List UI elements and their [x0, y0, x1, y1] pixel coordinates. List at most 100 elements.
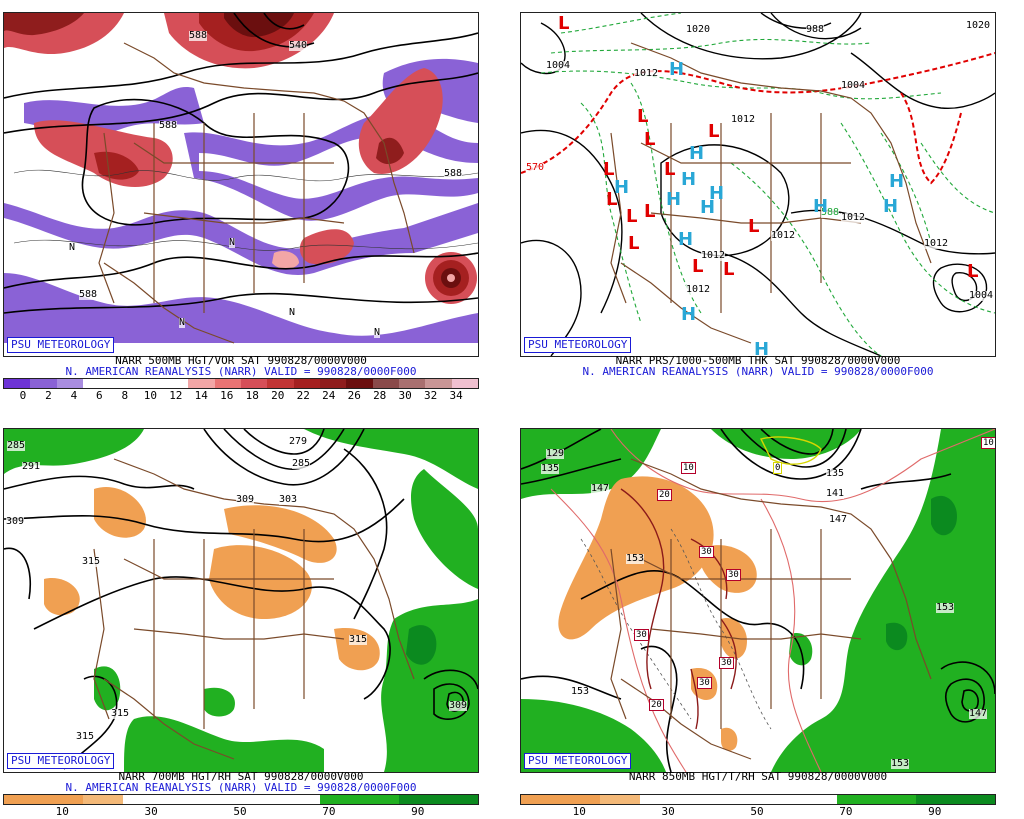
scale-tick-label: 70 — [839, 805, 853, 818]
contour-label: 309 — [236, 494, 255, 505]
high-pressure-marker: H — [889, 171, 905, 192]
low-pressure-marker: L — [723, 259, 735, 280]
high-pressure-marker: H — [666, 189, 682, 210]
panel-subtitle: N. AMERICAN REANALYSIS (NARR) VALID = 99… — [582, 365, 934, 378]
temp-label: 10 — [981, 437, 995, 449]
contour-label: 588 — [444, 168, 463, 179]
panel-subtitle: N. AMERICAN REANALYSIS (NARR) VALID = 99… — [65, 365, 417, 378]
low-pressure-marker: L — [637, 106, 649, 127]
temp-label: 30 — [719, 657, 734, 669]
temp-label: 20 — [657, 489, 672, 501]
psu-badge: PSU METEOROLOGY — [7, 753, 115, 769]
scale-tick-label: 22 — [296, 389, 310, 402]
high-pressure-marker: H — [754, 339, 770, 357]
isobar-label: 1012 — [924, 238, 949, 249]
scale-tick-label: 18 — [245, 389, 259, 402]
scale-tick-label: 10 — [572, 805, 586, 818]
contour-label: 153 — [891, 758, 910, 769]
temp-label: 30 — [697, 677, 712, 689]
thickness-label: 570 — [526, 162, 545, 173]
isobar-label: 1004 — [969, 290, 994, 301]
panel-700mb: 285 291 309 315 315 315 315 309 279 285 … — [3, 428, 503, 818]
contour-label: 147 — [591, 483, 610, 494]
high-pressure-marker: H — [883, 196, 899, 217]
scale-tick-label: 30 — [144, 805, 158, 818]
high-pressure-marker: H — [681, 304, 697, 325]
temp-label: 0 — [773, 462, 783, 474]
low-pressure-marker: L — [628, 233, 640, 254]
panel-mslp: 1020 1020 1004 1012 1012 1012 1012 1012 … — [520, 12, 1020, 402]
panel-850mb: 129 135 147 153 153 153 147 147 141 135 … — [520, 428, 1020, 818]
scale-tick-label: 26 — [347, 389, 361, 402]
contour-label: 147 — [829, 514, 848, 525]
low-pressure-marker: L — [626, 206, 638, 227]
vort-n-label: N — [179, 317, 186, 328]
panel-title: NARR PRS/1000-500MB THK SAT 990828/0000V… — [615, 354, 901, 367]
isobar-label: 1012 — [771, 230, 796, 241]
high-pressure-marker: H — [689, 143, 705, 164]
contour-label: 315 — [82, 556, 101, 567]
isobar-label: 1012 — [686, 284, 711, 295]
contour-label: 147 — [969, 708, 988, 719]
high-pressure-marker: H — [709, 183, 725, 204]
contour-label: 588 — [159, 120, 178, 131]
low-pressure-marker: L — [558, 13, 570, 34]
panel-title: NARR 700MB HGT/RH SAT 990828/0000V000 — [118, 770, 364, 783]
contour-label: 285 — [7, 440, 26, 451]
low-pressure-marker: L — [606, 189, 618, 210]
contour-label: 153 — [626, 553, 645, 564]
scale-tick-label: 90 — [411, 805, 425, 818]
isobar-label: 1004 — [841, 80, 866, 91]
map-500mb-graphic — [4, 13, 478, 344]
scale-tick-label: 14 — [194, 389, 208, 402]
high-pressure-marker: H — [669, 59, 685, 80]
contour-label: 285 — [292, 458, 311, 469]
vort-n-label: N — [229, 237, 236, 248]
contour-label: 153 — [571, 686, 590, 697]
temp-label: 10 — [681, 462, 696, 474]
low-pressure-marker: L — [644, 129, 656, 150]
rh-color-scale — [3, 794, 479, 805]
contour-label: 135 — [826, 468, 845, 479]
contour-label: 315 — [349, 634, 368, 645]
contour-label: 153 — [936, 602, 955, 613]
rh-color-scale — [520, 794, 996, 805]
scale-tick-label: 8 — [121, 389, 129, 402]
contour-label: 315 — [76, 731, 95, 742]
scale-tick-label: 34 — [449, 389, 463, 402]
psu-badge: PSU METEOROLOGY — [7, 337, 115, 353]
contour-label: 588 — [79, 289, 98, 300]
contour-label: 135 — [541, 463, 560, 474]
scale-tick-label: 50 — [233, 805, 247, 818]
map-850mb: 129 135 147 153 153 153 147 147 141 135 … — [520, 428, 996, 773]
vort-scale-ticks: 0 2 4 6 8 10 12 14 16 18 20 22 24 26 28 30 32 34 — [3, 389, 477, 402]
scale-tick-label: 90 — [928, 805, 942, 818]
low-pressure-marker: L — [664, 159, 676, 180]
scale-tick-label: 30 — [661, 805, 675, 818]
contour-label: 588 — [189, 30, 208, 41]
scale-tick-label: 20 — [271, 389, 285, 402]
scale-tick-label: 32 — [424, 389, 438, 402]
scale-tick-label: 10 — [143, 389, 157, 402]
map-700mb-graphic — [4, 429, 478, 772]
vort-color-scale — [3, 378, 479, 389]
panel-title: NARR 850MB HGT/T/RH SAT 990828/0000V000 — [628, 770, 888, 783]
map-700mb: 285 291 309 315 315 315 315 309 279 285 … — [3, 428, 479, 773]
psu-badge: PSU METEOROLOGY — [524, 753, 632, 769]
scale-tick-label: 2 — [45, 389, 52, 402]
low-pressure-marker: L — [603, 159, 615, 180]
map-mslp: 1020 1020 1004 1012 1012 1012 1012 1012 … — [520, 12, 996, 357]
rh-scale-ticks: 10 30 50 70 90 — [520, 805, 994, 818]
high-pressure-marker: H — [813, 196, 829, 217]
contour-label: 303 — [279, 494, 298, 505]
contour-label: 291 — [22, 461, 41, 472]
psu-badge: PSU METEOROLOGY — [524, 337, 632, 353]
thickness-label: 588 — [821, 207, 840, 218]
high-pressure-marker: H — [614, 177, 630, 198]
scale-tick-label: 16 — [220, 389, 234, 402]
scale-tick-label: 50 — [750, 805, 764, 818]
high-pressure-marker: H — [678, 229, 694, 250]
scale-tick-label: 12 — [169, 389, 183, 402]
high-pressure-marker: H — [681, 169, 697, 190]
isobar-label: 988 — [806, 24, 825, 35]
